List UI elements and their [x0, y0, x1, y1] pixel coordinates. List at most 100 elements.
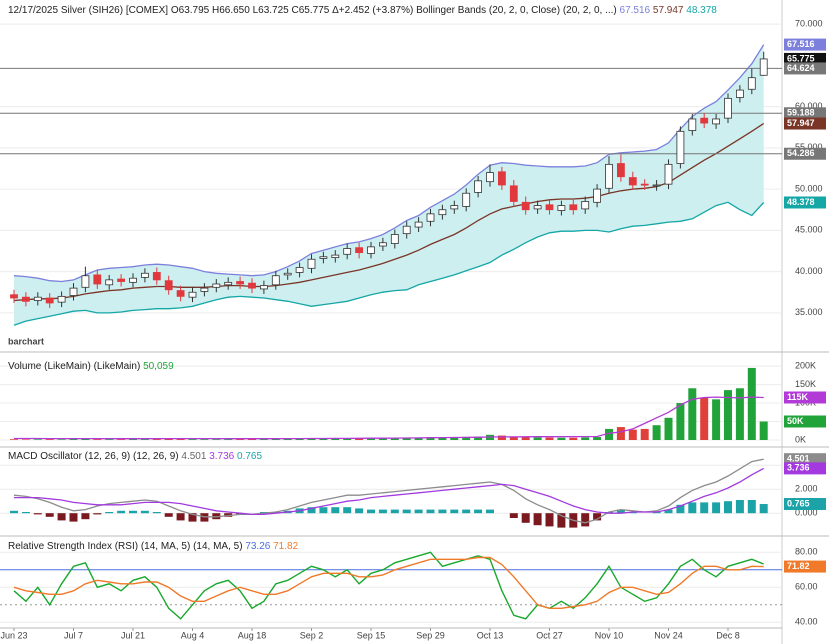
volume-bar	[664, 417, 673, 440]
histogram-bar	[390, 509, 399, 514]
volume-bar	[331, 438, 340, 440]
volume-bar	[45, 439, 54, 440]
volume-bar	[545, 437, 554, 440]
watermark: barchart	[8, 336, 44, 346]
volume-bar	[521, 437, 530, 440]
y-tick-label: 200K	[795, 360, 816, 370]
histogram-bar	[152, 512, 161, 514]
volume-bar	[129, 439, 137, 440]
histogram-bar	[676, 504, 685, 514]
volume-bar	[438, 437, 447, 440]
histogram-bar	[759, 504, 768, 514]
volume-bar	[33, 439, 42, 440]
candle-body	[212, 283, 221, 288]
histogram-bar	[450, 509, 459, 514]
y-tick-label: 40.00	[795, 617, 818, 627]
volume-bar	[402, 437, 411, 440]
volume-bar	[259, 439, 268, 440]
value-box-label: 67.516	[787, 39, 815, 49]
value-box	[784, 560, 826, 573]
candle-body	[57, 295, 66, 303]
value-box-label: 4.501	[787, 454, 810, 464]
value-box-label: 54.286	[787, 148, 815, 158]
candle-body	[533, 205, 542, 210]
histogram-bar	[57, 513, 66, 521]
legend-item: 3.736	[209, 451, 234, 462]
candle-body	[617, 163, 625, 178]
volume-bar	[105, 439, 114, 440]
candle-body	[557, 205, 566, 211]
histogram-bar	[21, 512, 30, 514]
value-box	[784, 107, 826, 120]
band-line	[13, 44, 765, 283]
volume-bar	[533, 437, 542, 440]
candle-body	[688, 118, 697, 131]
volume-bar	[283, 438, 292, 440]
histogram-bar	[735, 500, 744, 514]
value-box-label: 64.624	[787, 63, 815, 73]
candle-body	[390, 234, 399, 244]
y-tick-label: 2.000	[795, 484, 818, 494]
y-tick-label: 55.000	[795, 142, 823, 152]
legend-item: 71.82	[273, 541, 298, 552]
candle-body	[295, 267, 304, 273]
histogram-bar	[378, 509, 387, 514]
volume-bar	[628, 429, 637, 440]
legend-item: 48.378	[686, 5, 717, 16]
candle-body	[140, 272, 149, 278]
candle-body	[367, 246, 375, 254]
band-line	[13, 122, 765, 302]
histogram-bar	[688, 502, 697, 514]
candle-body	[712, 118, 720, 125]
x-tick-label: Oct 27	[536, 630, 563, 640]
legend-item: 4.501	[181, 451, 206, 462]
value-box	[784, 62, 826, 75]
y-tick-label: 70.000	[795, 18, 823, 28]
volume-bar	[307, 438, 316, 440]
volume-bar	[355, 438, 364, 440]
candle-body	[605, 163, 613, 189]
volume-bar	[10, 439, 18, 440]
volume-bar	[712, 399, 721, 440]
candle-body	[414, 221, 423, 228]
candle-body	[676, 130, 685, 164]
x-tick-label: Sep 29	[416, 630, 445, 640]
volume-ma	[14, 396, 764, 440]
value-box	[784, 117, 826, 130]
histogram-bar	[307, 507, 316, 514]
x-tick-label: Jul 21	[121, 630, 145, 640]
value-box	[784, 498, 826, 511]
volume-bar	[152, 439, 161, 440]
x-tick-label: Jun 23	[0, 630, 27, 640]
y-tick-label: 0K	[795, 434, 806, 444]
histogram-bar	[45, 513, 54, 517]
volume-bar	[557, 437, 566, 440]
legend-item: 73.26	[245, 541, 270, 552]
value-box-label: 57.947	[787, 118, 815, 128]
band-fill	[14, 44, 764, 326]
histogram-bar	[331, 507, 340, 514]
candle-body	[438, 209, 447, 216]
legend-item: 57.947	[653, 5, 684, 16]
candle-body	[200, 287, 209, 292]
volume-bar	[569, 437, 578, 440]
histogram-bar	[533, 513, 542, 526]
volume-bar	[593, 437, 602, 440]
x-tick-label: Aug 18	[238, 630, 267, 640]
histogram-bar	[557, 513, 566, 528]
volume-bar	[212, 439, 221, 440]
candle-body	[33, 296, 42, 301]
candle-body	[378, 242, 387, 247]
value-box-label: 71.82	[787, 561, 810, 571]
value-box	[784, 52, 826, 65]
histogram-bar	[545, 513, 554, 527]
volume-bar	[759, 421, 768, 440]
candle-body	[474, 180, 483, 193]
legend-item: 0.765	[237, 451, 262, 462]
value-box	[784, 147, 826, 160]
histogram-bar	[319, 507, 328, 514]
volume-bar	[474, 436, 483, 440]
macd-line	[14, 467, 765, 516]
histogram-bar	[581, 513, 590, 527]
